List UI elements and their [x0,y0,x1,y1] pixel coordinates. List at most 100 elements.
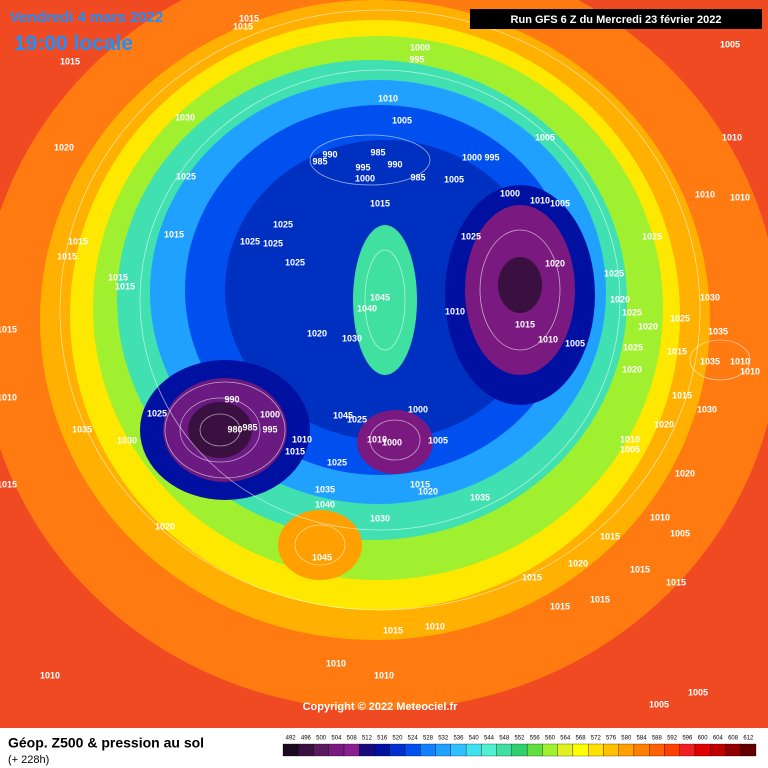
isobar-label: 1010 [740,366,760,376]
isobar-label: 1005 [550,198,570,208]
isobar-label: 1015 [285,446,305,456]
legend-label: 552 [514,736,525,742]
legend-label: 524 [408,736,419,742]
date-label: Vendredi 4 mars 2022 [10,9,163,26]
isobar-label: 995 [262,424,277,434]
legend-swatch [374,743,390,757]
isobar-label: 1010 [650,512,670,522]
isobar-label: 1000 [355,173,375,183]
isobar-label: 1015 [60,56,80,66]
isobar-label: 985 [410,172,425,182]
isobar-label: 1035 [700,356,720,366]
legend-label: 504 [331,736,342,742]
isobar-label: 1000 [408,404,428,414]
legend-swatch [557,743,574,757]
isobar-label: 1010 [620,434,640,444]
legend-swatch [420,743,436,757]
isobar-label: 1020 [568,558,588,568]
legend-label: 508 [347,736,358,742]
isobar-label: 990 [387,159,402,169]
isobar-label: 1010 [378,93,398,103]
isobar-label: 1045 [370,292,390,302]
legend-label: 496 [301,736,312,742]
isobar-label: 1025 [147,408,167,418]
legend-swatch [649,743,665,757]
legend-swatch [481,743,497,757]
isobar-label: 1005 [428,435,448,445]
isobar-label: 1030 [370,513,390,523]
isobar-label: 985 [370,147,385,157]
isobar-label: 1020 [418,486,438,496]
isobar-label: 1020 [545,258,565,268]
legend-label: 588 [652,736,663,742]
legend-label: 516 [377,736,388,742]
legend-swatch [694,743,711,757]
isobar-label: 1040 [315,499,335,509]
run-box [470,9,762,29]
ridge [353,225,417,375]
isobar-label: 1025 [327,457,347,467]
isobar-label: 1025 [642,231,662,241]
legend-label: 556 [530,736,541,742]
isobar-label: 1020 [54,142,74,152]
isobar-label: 1015 [115,281,135,291]
isobar-label: 1010 [326,658,346,668]
legend-label: 540 [469,736,480,742]
isobar-label: 1000 [410,42,430,52]
isobar-label: 1020 [622,364,642,374]
legend-label: 520 [392,736,403,742]
legend-label: 528 [423,736,434,742]
isobar-label: 1010 [730,192,750,202]
isobar-label: 1025 [176,171,196,181]
isobar-label: 1025 [273,219,293,229]
isobar-label: 990 [224,394,239,404]
isobar-label: 995 [409,54,424,64]
legend-label: 596 [682,736,693,742]
isobar-label: 980 [227,424,242,434]
isobar-label: 1010 [730,356,750,366]
isobar-label: 1015 [164,229,184,239]
trough-core [188,402,252,458]
isobar-label: 995 [484,152,499,162]
isobar-label: 1020 [654,419,674,429]
isobar-label: 1010 [40,670,60,680]
legend-swatch [343,743,360,757]
legend-swatch [679,743,696,757]
isobar-label: 1025 [604,268,624,278]
isobar-label: 1030 [700,292,720,302]
legend-swatch [710,743,726,757]
isobar-label: 1030 [342,333,362,343]
isobar-label: 1025 [623,342,643,352]
isobar-label: 1020 [155,521,175,531]
trough-core [498,257,542,313]
isobar-label: 1025 [670,313,690,323]
legend-swatch [633,743,650,757]
isobar-label: 1015 [57,251,77,261]
copyright: Copyright © 2022 Meteociel.fr [303,701,459,713]
legend-swatch [511,743,528,757]
legend-swatch [465,743,482,757]
isobar-label: 990 [322,149,337,159]
footer-lead: (+ 228h) [8,754,49,766]
isobar-label: 1025 [622,307,642,317]
legend-swatch [298,743,314,757]
isobar-label: 1015 [233,21,253,31]
isobar-label: 1015 [600,531,620,541]
isobar-label: 1015 [522,572,542,582]
legend-label: 512 [362,736,373,742]
isobar-label: 1030 [117,435,137,445]
isobar-label: 1040 [357,303,377,313]
isobar-label: 1005 [565,338,585,348]
isobar-label: 1020 [610,294,630,304]
isobar-label: 1020 [638,321,658,331]
legend-swatch [572,743,589,757]
isobar-label: 1015 [666,577,686,587]
isobar-label: 1045 [333,410,353,420]
legend-swatch [435,743,451,757]
run-label: Run GFS 6 Z du Mercredi 23 février 2022 [511,14,722,26]
isobar-label: 1005 [670,528,690,538]
legend-label: 580 [621,736,632,742]
isobar-label: 1015 [667,346,687,356]
isobar-label: 1015 [0,324,17,334]
legend-label: 576 [606,736,617,742]
